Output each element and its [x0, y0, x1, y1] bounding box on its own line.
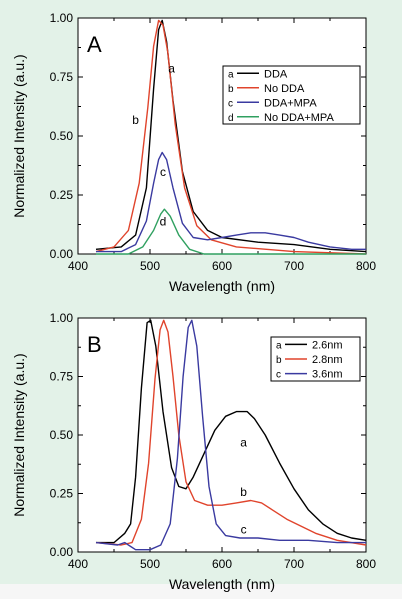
y-tick-label: 0.00 — [50, 545, 74, 559]
x-tick-label: 700 — [284, 557, 304, 571]
y-tick-label: 0.25 — [50, 487, 74, 501]
legend-key: b — [228, 84, 234, 95]
y-tick-label: 0.25 — [50, 188, 74, 202]
series-line-b — [95, 319, 367, 546]
curve-annotation: b — [240, 485, 247, 499]
legend-key: a — [228, 69, 234, 80]
legend-label: DDA — [264, 68, 288, 80]
plot-area — [77, 17, 367, 255]
curve-annotation: a — [240, 436, 247, 450]
x-tick-label: 600 — [212, 259, 232, 273]
legend-key: d — [228, 113, 234, 124]
y-axis-label: Normalized Intensity (a.u.) — [11, 353, 27, 516]
series-line-c — [96, 151, 366, 253]
series-line-a — [96, 319, 367, 544]
x-tick-label: 500 — [140, 557, 160, 571]
curve-annotation: c — [241, 522, 247, 536]
x-axis-label: Wavelength (nm) — [169, 278, 275, 294]
series-line-d — [96, 208, 366, 255]
y-tick-label: 1.00 — [50, 11, 74, 25]
legend-key: b — [276, 355, 282, 366]
series-line-c — [95, 319, 366, 551]
x-axis-label: Wavelength (nm) — [169, 576, 275, 592]
x-tick-label: 800 — [356, 557, 376, 571]
legend-label: No DDA — [264, 83, 305, 95]
x-tick-label: 800 — [356, 259, 376, 273]
series-line-b — [95, 19, 367, 255]
x-tick-label: 700 — [284, 259, 304, 273]
curve-annotation: a — [168, 61, 175, 75]
y-tick-label: 0.00 — [50, 247, 74, 261]
legend-label: No DDA+MPA — [264, 112, 334, 124]
x-tick-label: 400 — [68, 259, 88, 273]
x-tick-label: 600 — [212, 557, 232, 571]
x-tick-label: 500 — [140, 259, 160, 273]
panel-label: A — [87, 32, 102, 57]
y-tick-label: 0.75 — [50, 370, 74, 384]
y-tick-label: 1.00 — [50, 311, 74, 325]
legend-key: c — [228, 98, 233, 109]
curve-annotation: c — [160, 165, 166, 179]
legend-label: DDA+MPA — [264, 97, 317, 109]
curve-annotation: d — [160, 215, 167, 229]
legend-label: 2.8nm — [312, 354, 343, 366]
bottom-strip — [0, 584, 402, 599]
y-tick-label: 0.75 — [50, 70, 74, 84]
legend-key: a — [276, 340, 282, 351]
curve-annotation: b — [132, 113, 139, 127]
legend-label: 2.6nm — [312, 339, 343, 351]
x-tick-label: 400 — [68, 557, 88, 571]
panel-label: B — [87, 332, 102, 357]
legend-key: c — [276, 370, 281, 381]
y-tick-label: 0.50 — [50, 428, 74, 442]
y-axis-label: Normalized Intensity (a.u.) — [11, 54, 27, 217]
legend-label: 3.6nm — [312, 369, 343, 381]
y-tick-label: 0.50 — [50, 129, 74, 143]
legend-box — [222, 65, 361, 125]
